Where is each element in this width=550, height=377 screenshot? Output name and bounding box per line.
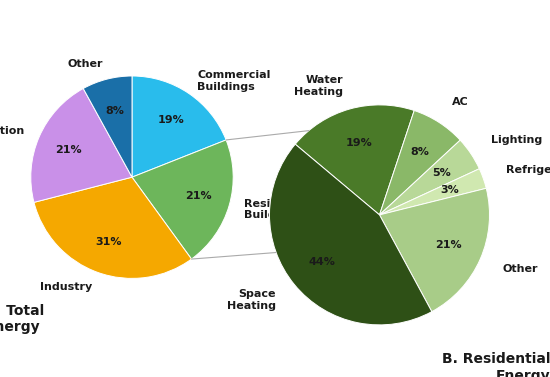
Wedge shape [379,140,480,215]
Text: 31%: 31% [96,237,122,247]
Text: A. Total
Energy: A. Total Energy [0,304,45,334]
Wedge shape [34,177,191,278]
Text: Other: Other [502,264,538,274]
Wedge shape [270,144,432,325]
Text: B. Residential
Energy: B. Residential Energy [442,352,550,377]
Text: Commercial
Buildings: Commercial Buildings [197,70,271,92]
Text: 19%: 19% [346,138,372,148]
Text: Water
Heating: Water Heating [294,75,343,97]
Wedge shape [379,110,460,215]
Text: Other: Other [68,60,103,69]
Text: 8%: 8% [106,106,124,115]
Text: 21%: 21% [185,192,211,201]
Text: Space
Heating: Space Heating [227,289,276,311]
Wedge shape [132,140,233,259]
Text: 3%: 3% [441,185,459,195]
Text: 21%: 21% [56,145,82,155]
Text: Transportation: Transportation [0,126,25,136]
Wedge shape [83,76,132,177]
Wedge shape [132,76,226,177]
Wedge shape [31,89,132,202]
Text: Lighting: Lighting [491,135,542,145]
Text: 21%: 21% [434,240,461,250]
Wedge shape [379,169,486,215]
Text: 19%: 19% [157,115,184,125]
Text: Industry: Industry [40,282,92,292]
Text: Refrigeration: Refrigeration [506,165,550,175]
Wedge shape [295,105,414,215]
Text: 44%: 44% [308,257,335,267]
Text: 8%: 8% [411,147,430,157]
Text: 5%: 5% [432,168,451,178]
Text: AC: AC [452,97,469,107]
Wedge shape [379,188,490,312]
Text: Residential
Buildings: Residential Buildings [244,199,314,221]
